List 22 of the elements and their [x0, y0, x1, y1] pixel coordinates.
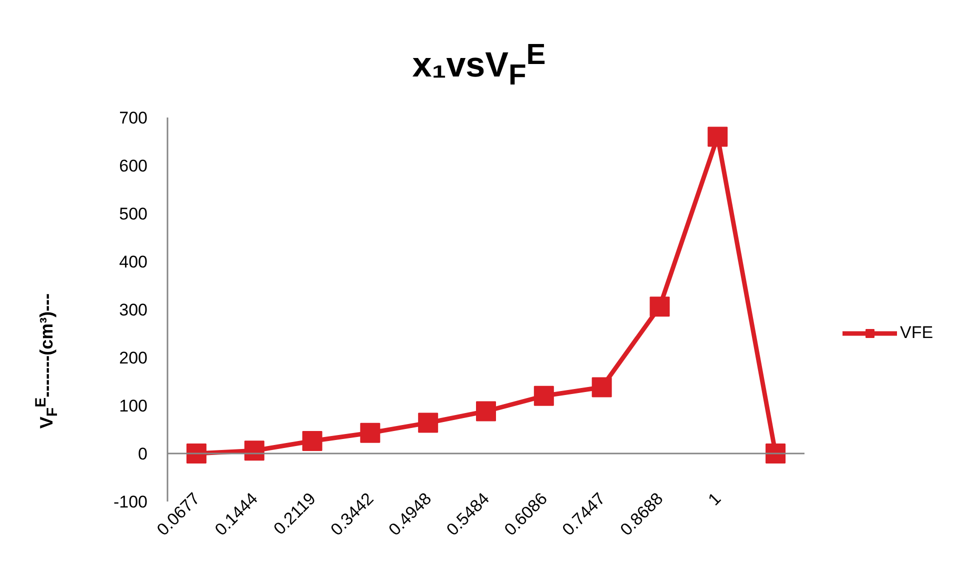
point — [302, 431, 322, 452]
point — [592, 377, 612, 398]
point — [650, 296, 670, 317]
y-tick-label: 200 — [119, 348, 148, 368]
y-tick-label: -100 — [113, 492, 148, 512]
y-tick-label: 300 — [119, 300, 148, 320]
point — [186, 444, 206, 464]
y-tick-label: 500 — [119, 204, 148, 224]
point — [476, 401, 496, 422]
y-tick-label: 0 — [138, 444, 148, 464]
point — [360, 422, 380, 443]
y-tick-label: 700 — [119, 108, 148, 128]
y-tick-label: 100 — [119, 396, 148, 416]
legend-label: VFE — [900, 323, 934, 343]
x-tick-label: 1 — [704, 489, 725, 510]
point — [244, 440, 264, 461]
point — [534, 386, 554, 406]
y-tick-label: 400 — [119, 252, 148, 272]
point — [418, 412, 438, 433]
point — [766, 444, 786, 464]
point — [708, 126, 728, 147]
y-tick-label: 600 — [119, 156, 148, 176]
